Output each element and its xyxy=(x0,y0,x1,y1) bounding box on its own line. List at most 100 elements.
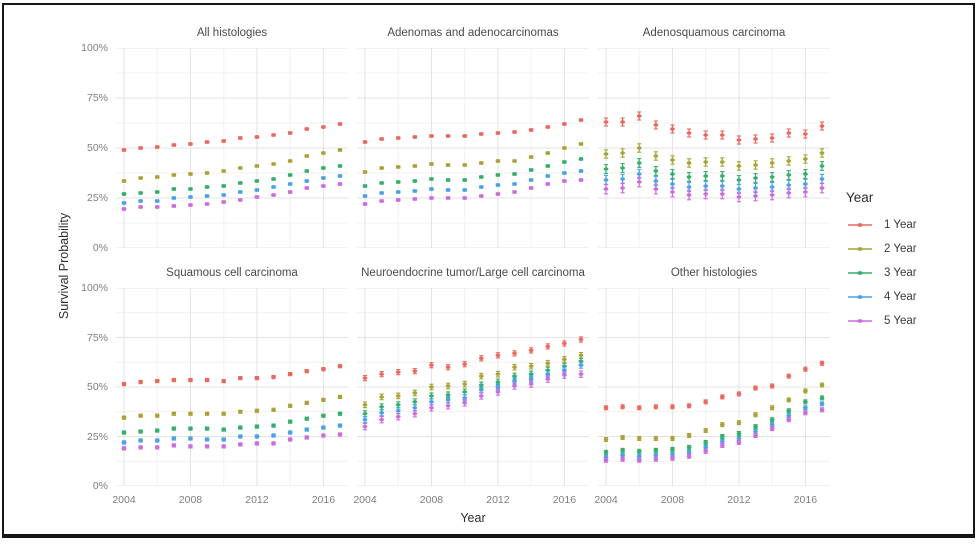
legend-entry: 1 Year xyxy=(846,213,917,237)
data-point xyxy=(412,164,418,168)
data-point xyxy=(337,148,343,152)
data-point xyxy=(395,165,401,169)
data-point xyxy=(686,128,692,138)
data-point xyxy=(719,422,725,428)
data-point xyxy=(171,143,177,147)
data-point xyxy=(188,187,193,191)
data-point xyxy=(412,179,418,183)
data-point xyxy=(429,134,434,138)
data-point xyxy=(802,410,808,416)
legend-marker-icon xyxy=(848,319,872,323)
data-point xyxy=(578,370,584,378)
data-point xyxy=(819,407,825,413)
data-point xyxy=(512,350,517,357)
data-point xyxy=(188,203,193,207)
data-point xyxy=(769,426,775,432)
data-point xyxy=(237,181,243,185)
data-point xyxy=(138,191,144,195)
data-point xyxy=(254,164,260,168)
data-point xyxy=(287,173,293,177)
data-point xyxy=(138,445,144,450)
data-point xyxy=(304,369,310,374)
facet-title: All histologies xyxy=(196,27,268,39)
facet-title: Adenomas and adenocarcinomas xyxy=(387,27,559,39)
data-point xyxy=(561,171,567,175)
data-point xyxy=(719,171,725,181)
data-point xyxy=(271,162,276,166)
data-point xyxy=(237,375,243,381)
data-point xyxy=(287,437,293,442)
data-point xyxy=(769,158,775,168)
data-point xyxy=(395,412,401,421)
data-point xyxy=(736,135,742,145)
data-point xyxy=(204,437,210,442)
data-point xyxy=(204,140,210,144)
data-point xyxy=(528,380,534,388)
facet-panel xyxy=(116,48,348,248)
data-point xyxy=(237,409,243,414)
data-point xyxy=(287,182,293,186)
data-point xyxy=(819,182,825,194)
data-point xyxy=(703,188,709,200)
data-point xyxy=(786,397,792,403)
data-point xyxy=(769,417,775,423)
x-tick-label: 2008 xyxy=(178,494,203,506)
x-tick-label: 2008 xyxy=(660,494,685,506)
data-point xyxy=(304,127,310,131)
data-point xyxy=(412,389,418,397)
data-point xyxy=(802,399,808,405)
data-point xyxy=(753,424,758,430)
data-point xyxy=(254,375,260,381)
data-point xyxy=(254,135,260,139)
data-point xyxy=(819,395,825,401)
data-point xyxy=(237,442,243,447)
legend-entry: 4 Year xyxy=(846,285,917,309)
data-point xyxy=(445,364,451,371)
data-point xyxy=(188,172,193,176)
data-point xyxy=(462,163,468,167)
facet-panel xyxy=(357,288,589,486)
data-point xyxy=(670,186,675,198)
data-point xyxy=(395,369,401,376)
data-point xyxy=(512,363,517,371)
data-point xyxy=(561,146,567,150)
data-point xyxy=(603,117,609,127)
data-point xyxy=(429,162,434,166)
data-point xyxy=(138,438,144,443)
data-point xyxy=(221,184,227,188)
data-point xyxy=(736,391,742,397)
data-point xyxy=(237,198,243,202)
data-point xyxy=(395,392,401,400)
data-point xyxy=(154,438,160,443)
data-point xyxy=(287,403,293,408)
data-point xyxy=(221,139,227,143)
data-point xyxy=(254,195,260,199)
data-point xyxy=(686,453,692,459)
y-tick-label: 100% xyxy=(81,282,108,294)
data-point xyxy=(412,404,418,412)
data-point xyxy=(254,434,260,439)
data-point xyxy=(512,190,517,194)
legend-label: 4 Year xyxy=(884,291,917,303)
data-point xyxy=(653,404,659,410)
data-point xyxy=(545,182,551,186)
data-point xyxy=(304,416,310,421)
data-point xyxy=(121,179,127,183)
data-point xyxy=(121,446,127,451)
data-point xyxy=(802,154,808,164)
data-point xyxy=(578,169,584,173)
legend-entry: 2 Year xyxy=(846,237,917,261)
data-point xyxy=(362,416,368,424)
data-point xyxy=(204,202,210,206)
data-point xyxy=(561,355,567,363)
x-tick-label: 2012 xyxy=(245,494,269,506)
data-point xyxy=(719,188,725,200)
data-point xyxy=(478,372,484,380)
data-point xyxy=(462,361,468,368)
data-point xyxy=(786,373,792,379)
data-point xyxy=(237,190,243,194)
data-point xyxy=(528,168,534,172)
data-point xyxy=(636,158,642,168)
data-point xyxy=(653,183,659,195)
data-point xyxy=(320,125,326,129)
